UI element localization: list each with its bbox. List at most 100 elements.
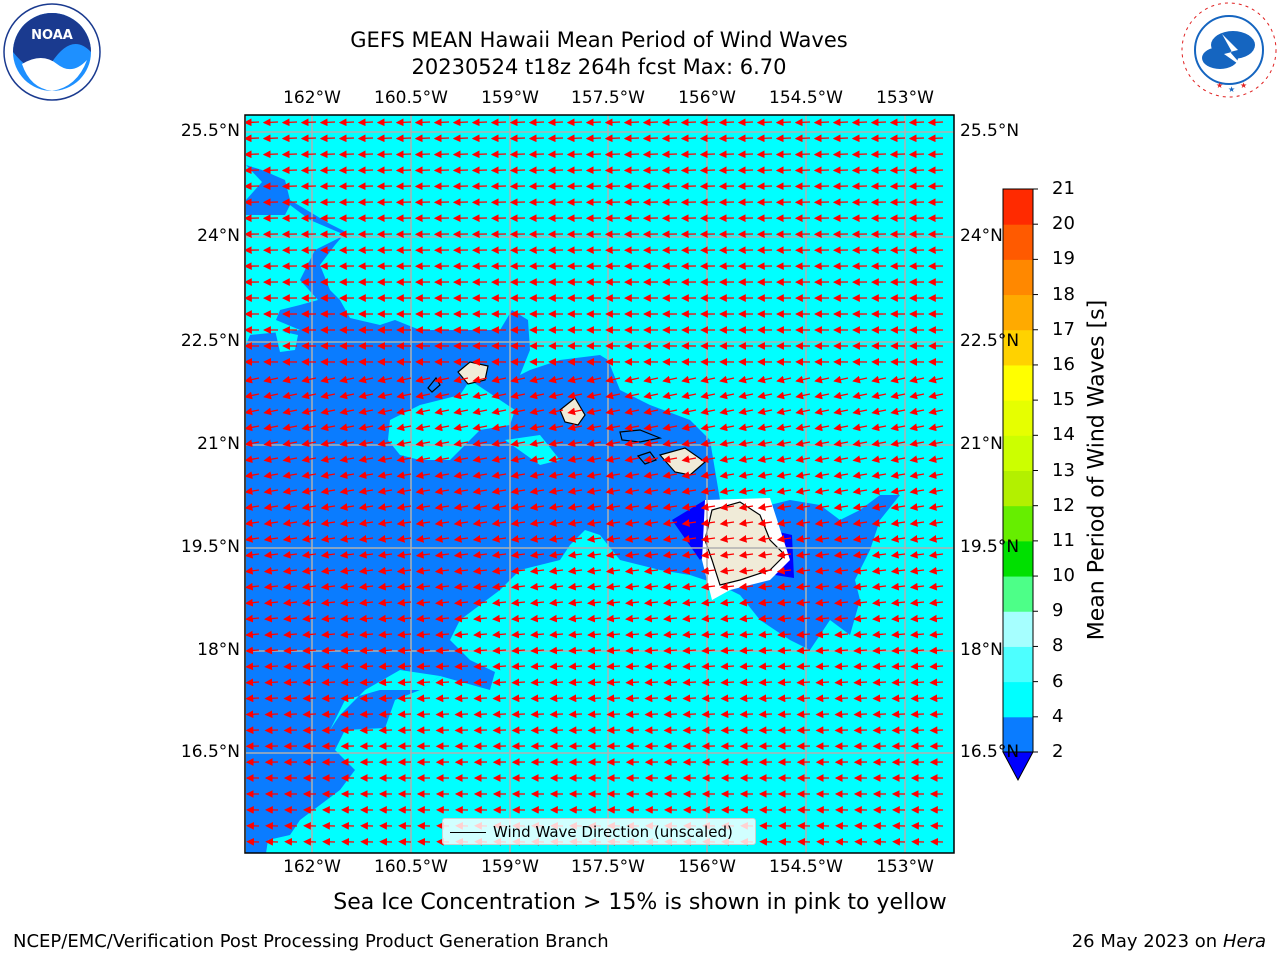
colorbar-tick-label: 12 — [1052, 494, 1075, 516]
wind-arrow — [320, 582, 336, 591]
wind-arrow — [281, 118, 298, 127]
wind-arrow — [453, 471, 469, 479]
wind-arrow — [434, 455, 450, 464]
wind-arrow — [604, 134, 621, 143]
wind-arrow — [814, 439, 830, 448]
wind-arrow — [719, 503, 735, 511]
wind-arrow — [624, 535, 640, 543]
wind-arrow — [567, 471, 583, 479]
wind-arrow — [852, 519, 868, 527]
wind-arrow — [529, 503, 545, 511]
wind-arrow — [377, 423, 393, 432]
wind-arrow — [510, 598, 526, 607]
wind-arrow — [434, 439, 450, 448]
wind-arrow — [547, 118, 564, 127]
wind-arrow — [491, 550, 507, 559]
wind-arrow — [606, 694, 621, 703]
wind-arrow — [719, 519, 735, 527]
wind-arrow — [282, 423, 298, 432]
wind-arrow — [416, 662, 431, 671]
wind-arrow — [586, 566, 602, 575]
wind-arrow — [415, 503, 431, 511]
wind-arrow — [720, 646, 735, 655]
wind-arrow — [642, 118, 659, 127]
wind-arrow — [815, 710, 830, 719]
wind-arrow — [624, 471, 640, 479]
wind-arrow — [852, 550, 868, 559]
wind-arrow — [718, 118, 735, 127]
wind-arrow — [851, 118, 868, 127]
wind-arrow — [928, 566, 944, 575]
wind-arrow — [490, 150, 507, 159]
wind-arrow — [719, 582, 735, 591]
noaa-logo: NOAA — [3, 3, 101, 101]
wind-arrow — [928, 423, 944, 432]
wind-arrow — [832, 134, 849, 143]
wind-arrow — [568, 678, 583, 687]
wind-arrow — [852, 407, 868, 416]
wind-arrow — [834, 646, 849, 655]
wind-arrow — [548, 503, 564, 511]
wind-arrow — [246, 487, 260, 495]
wind-arrow — [586, 487, 602, 495]
wind-arrow — [376, 134, 393, 143]
wind-arrow — [891, 710, 906, 719]
noaa-logo-text: NOAA — [31, 28, 73, 43]
wind-arrow — [282, 582, 298, 591]
wind-arrow — [359, 678, 374, 687]
lon-tick-bottom: 157.5°W — [571, 857, 645, 877]
wind-arrow — [871, 375, 887, 384]
wind-arrow — [718, 150, 735, 159]
wind-arrow — [435, 614, 450, 623]
wind-arrow — [510, 423, 526, 432]
wind-arrow — [625, 710, 640, 719]
wind-arrow — [910, 710, 925, 719]
wind-arrow — [472, 566, 488, 575]
wind-arrow — [870, 150, 887, 159]
wind-arrow — [853, 678, 868, 687]
wind-arrow — [909, 598, 925, 607]
wind-arrow — [604, 118, 621, 127]
wind-arrow — [472, 535, 488, 543]
wind-arrow — [757, 407, 773, 416]
wind-arrow — [739, 614, 754, 623]
wind-arrow — [511, 678, 526, 687]
wind-arrow — [796, 678, 811, 687]
wind-arrow — [815, 662, 830, 671]
wind-arrow — [890, 550, 906, 559]
wind-arrow — [852, 582, 868, 591]
wind-arrow — [377, 407, 393, 416]
wind-arrow — [528, 150, 545, 159]
wind-arrow — [509, 134, 526, 143]
colorbar-segment — [1003, 576, 1033, 612]
wind-arrow — [567, 550, 583, 559]
wind-arrow — [890, 375, 906, 384]
wind-arrow — [281, 150, 298, 159]
wind-arrow — [321, 662, 336, 671]
wind-arrow — [395, 134, 412, 143]
wind-arrow — [795, 550, 811, 559]
wind-arrow — [415, 519, 431, 527]
wind-arrow — [511, 662, 526, 671]
wind-arrow — [358, 407, 374, 416]
wind-arrow — [358, 487, 374, 495]
wind-arrow — [644, 614, 659, 623]
wind-arrow — [264, 694, 279, 703]
wind-arrow — [530, 662, 545, 671]
wind-arrow — [357, 150, 374, 159]
wind-arrow — [301, 455, 317, 464]
wind-arrow — [796, 614, 811, 623]
wind-arrow — [909, 519, 925, 527]
wind-arrow — [492, 662, 507, 671]
wind-arrow — [777, 694, 792, 703]
wind-arrow — [814, 566, 830, 575]
wind-arrow — [377, 375, 393, 384]
wind-arrow — [359, 694, 374, 703]
wind-arrow — [301, 566, 317, 575]
wind-arrow — [491, 519, 507, 527]
wind-arrow — [586, 598, 602, 607]
wind-arrow — [910, 694, 925, 703]
wind-arrow — [871, 519, 887, 527]
wind-arrow — [681, 391, 697, 400]
wind-arrow — [414, 150, 431, 159]
